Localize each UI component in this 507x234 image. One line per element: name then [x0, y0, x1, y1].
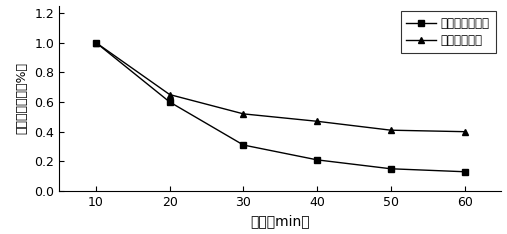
本装置处理技术: [93, 41, 99, 44]
本装置处理技术: [461, 170, 467, 173]
现有处理技术: [167, 93, 173, 96]
现有处理技术: [93, 41, 99, 44]
Legend: 本装置处理技术, 现有处理技术: 本装置处理技术, 现有处理技术: [401, 11, 495, 53]
本装置处理技术: [388, 167, 394, 170]
Line: 本装置处理技术: 本装置处理技术: [92, 39, 468, 175]
现有处理技术: [240, 113, 246, 115]
Line: 现有处理技术: 现有处理技术: [92, 39, 468, 135]
X-axis label: 时间（min）: 时间（min）: [250, 214, 310, 228]
现有处理技术: [461, 130, 467, 133]
现有处理技术: [388, 129, 394, 132]
本装置处理技术: [240, 144, 246, 146]
本装置处理技术: [167, 101, 173, 103]
本装置处理技术: [314, 158, 320, 161]
现有处理技术: [314, 120, 320, 123]
Y-axis label: 污染物剩余率（%）: 污染物剩余率（%）: [16, 62, 29, 134]
